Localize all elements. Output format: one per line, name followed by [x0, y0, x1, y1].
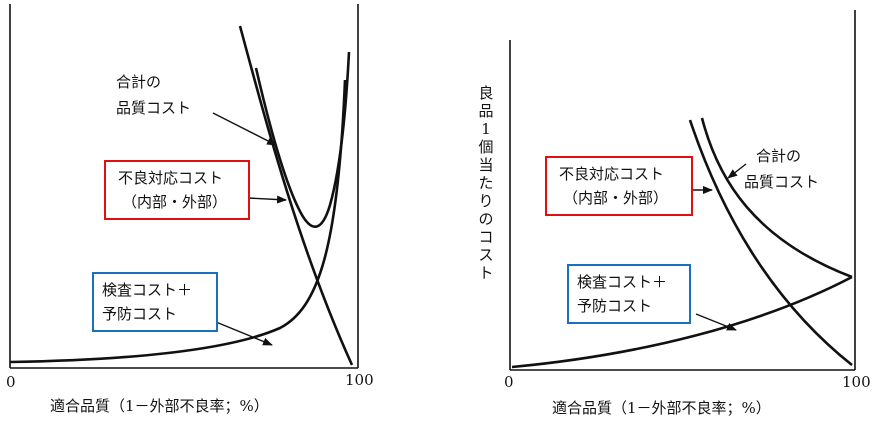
right-failure-cost-box: 不良対応コスト （内部・外部）	[545, 156, 693, 216]
left-appraisal-box-line-2: 予防コスト	[102, 305, 178, 323]
left-appraisal-cost-arrow	[215, 321, 273, 346]
left-total-cost-line-2: 品質コスト	[116, 99, 192, 117]
right-appraisal-cost-arrow	[695, 313, 737, 331]
left-x-axis-label: 適合品質（1－外部不良率；%）	[50, 397, 269, 415]
right-x-axis-label: 適合品質（1－外部不良率；%）	[552, 399, 771, 417]
left-appraisal-cost-curve	[9, 79, 347, 364]
y-char: ト	[478, 264, 494, 282]
right-total-cost-curve	[700, 117, 853, 279]
y-char: た	[478, 174, 494, 192]
right-x-end-label: 100	[842, 373, 871, 391]
right-y-axis-label: 良 品 1 個 当 た り の コ ス ト	[477, 84, 495, 282]
y-char: 良	[478, 84, 494, 102]
left-failure-cost-curve	[238, 25, 354, 366]
left-appraisal-box-line-1: 検査コスト＋	[102, 281, 193, 299]
left-appraisal-cost-box: 検査コスト＋ 予防コスト	[92, 272, 218, 332]
y-char: 1	[481, 120, 491, 138]
left-failure-box-line-2: （内部・外部）	[122, 193, 228, 211]
right-total-cost-label: 合計の 品質コスト	[744, 146, 819, 192]
left-x-start-label: 0	[6, 373, 16, 391]
left-total-cost-arrow	[212, 112, 277, 146]
right-total-cost-line-1: 合計の	[756, 147, 802, 165]
y-char: の	[478, 210, 494, 228]
right-total-cost-arrow	[727, 163, 747, 179]
y-char: 当	[478, 156, 494, 174]
left-failure-cost-box: 不良対応コスト （内部・外部）	[104, 160, 250, 220]
right-total-cost-line-2: 品質コスト	[744, 173, 820, 191]
right-failure-box-line-2: （内部・外部）	[563, 189, 669, 207]
left-total-cost-label: 合計の 品質コスト	[116, 72, 191, 118]
y-char: ス	[478, 246, 494, 264]
right-x-start-label: 0	[504, 373, 514, 391]
right-appraisal-cost-box: 検査コスト＋ 予防コスト	[567, 264, 691, 324]
left-x-end-label: 100	[345, 371, 374, 389]
right-appraisal-cost-curve	[511, 275, 853, 369]
y-char: 個	[478, 138, 494, 156]
y-char: 品	[478, 102, 494, 120]
left-total-cost-line-1: 合計の	[116, 73, 162, 91]
right-appraisal-box-line-2: 予防コスト	[577, 297, 653, 315]
right-failure-box-line-1: 不良対応コスト	[559, 165, 665, 183]
left-failure-cost-arrow	[247, 195, 287, 204]
y-char: コ	[478, 228, 494, 246]
left-failure-box-line-1: 不良対応コスト	[118, 169, 224, 187]
y-char: り	[478, 192, 494, 210]
right-appraisal-box-line-1: 検査コスト＋	[577, 273, 668, 291]
right-failure-cost-curve	[688, 119, 853, 367]
